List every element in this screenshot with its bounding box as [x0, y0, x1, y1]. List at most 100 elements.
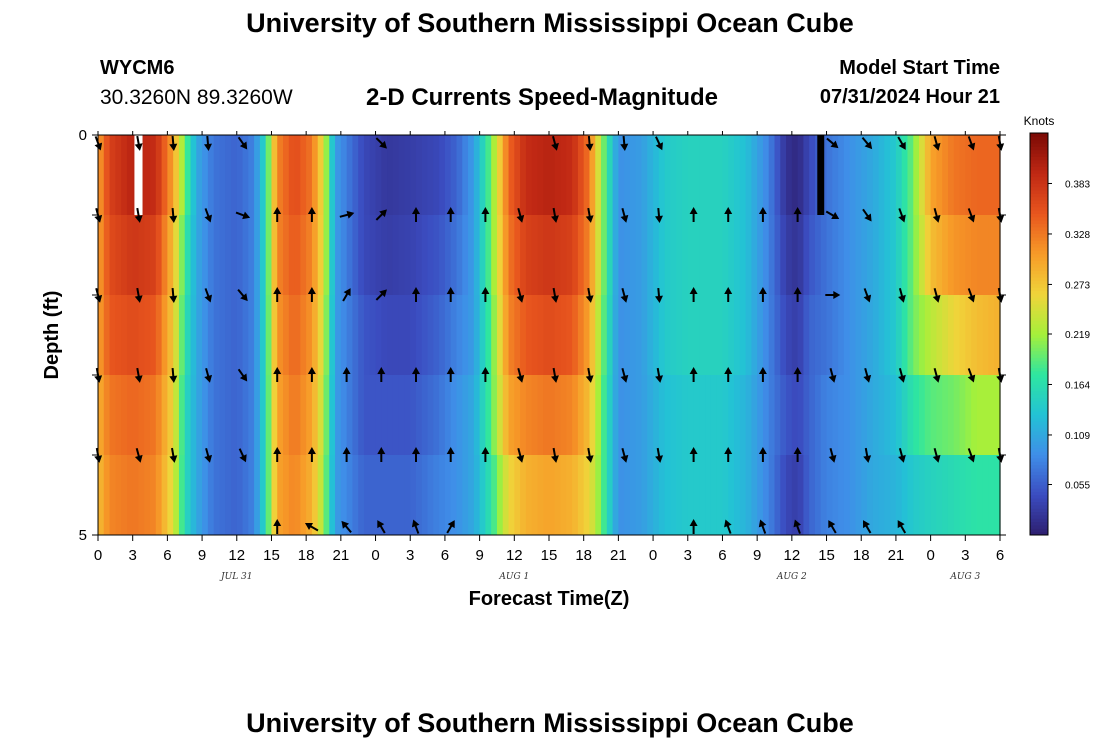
heatmap-cell	[606, 135, 614, 216]
heatmap-cell	[323, 375, 330, 456]
heatmap-cell	[618, 135, 625, 216]
heatmap-cell	[283, 135, 290, 216]
heatmap-cell	[254, 215, 261, 296]
current-arrow	[273, 367, 282, 382]
heatmap-cell	[491, 215, 498, 296]
colorbar-segment	[1030, 531, 1048, 536]
heatmap-cell	[352, 375, 359, 456]
current-arrow	[204, 447, 213, 463]
heatmap-cell	[820, 295, 828, 376]
heatmap-cell	[444, 135, 452, 216]
heatmap-cell	[861, 135, 868, 216]
heatmap-cell	[566, 455, 573, 536]
current-arrow	[758, 367, 767, 382]
arrow-head	[967, 374, 976, 383]
heatmap-cell	[641, 375, 648, 456]
heatmap-cell	[468, 135, 475, 216]
heatmap-cell	[780, 295, 787, 376]
heatmap-cell	[531, 215, 539, 296]
heatmap-cell	[167, 215, 174, 296]
heatmap-cell	[462, 135, 469, 216]
heatmap-cell	[820, 215, 828, 296]
heatmap-cell	[595, 455, 602, 536]
heatmap-cell	[942, 135, 949, 216]
heatmap-cell	[791, 295, 799, 376]
colorbar-segment	[1030, 253, 1048, 258]
heatmap-cell	[144, 215, 151, 296]
current-arrow	[620, 287, 629, 303]
heatmap-cell	[930, 375, 937, 456]
colorbar-segment	[1030, 307, 1048, 312]
heatmap-cell	[884, 455, 891, 536]
arrow-head	[620, 143, 629, 151]
heatmap-cell	[496, 375, 504, 456]
heatmap-cell	[323, 215, 330, 296]
heatmap-cell	[219, 135, 226, 216]
current-arrow	[377, 520, 386, 534]
heatmap-cell	[213, 375, 221, 456]
heatmap-cell	[225, 455, 232, 536]
heatmap-cell	[294, 455, 301, 536]
heatmap-cell	[745, 295, 752, 376]
current-arrow	[204, 208, 213, 223]
heatmap-cell	[433, 295, 440, 376]
heatmap-cell	[317, 375, 325, 456]
colorbar-segment	[1030, 213, 1048, 218]
current-arrow	[412, 207, 420, 222]
heatmap-cell	[202, 215, 209, 296]
heatmap-cell	[577, 135, 585, 216]
heatmap-cell	[751, 455, 758, 536]
heatmap-cell	[514, 135, 521, 216]
heatmap-cell	[965, 135, 972, 216]
heatmap-cell	[259, 295, 267, 376]
heatmap-cell	[878, 295, 885, 376]
colorbar-segment	[1030, 156, 1048, 161]
current-arrow	[825, 291, 841, 299]
heatmap-cell	[872, 455, 880, 536]
heatmap-cell	[161, 215, 168, 296]
heatmap-cell	[589, 455, 596, 536]
heatmap-cell	[693, 295, 700, 376]
heatmap-cell	[716, 455, 724, 536]
heatmap-cell	[878, 455, 885, 536]
heatmap-cell	[404, 455, 411, 536]
heatmap-cell	[98, 215, 105, 296]
current-arrow	[620, 207, 629, 223]
heatmap-cell	[410, 455, 417, 536]
current-arrow	[862, 208, 872, 222]
heatmap-cell	[971, 295, 978, 376]
heatmap-cell	[219, 295, 226, 376]
heatmap-cell	[901, 295, 909, 376]
current-arrow	[689, 367, 698, 382]
arrow-head	[411, 519, 420, 528]
colorbar-segment	[1030, 481, 1048, 486]
heatmap-cell	[832, 375, 839, 456]
current-arrow	[932, 447, 941, 463]
y-tick-label: 0	[79, 127, 87, 144]
heatmap-cell	[965, 455, 972, 536]
chart-subtitle: 2-D Currents Speed-Magnitude	[366, 84, 719, 111]
heatmap-cell	[705, 375, 712, 456]
current-arrow	[689, 447, 698, 462]
heatmap-cell	[103, 375, 111, 456]
colorbar-segment	[1030, 260, 1048, 265]
heatmap-cell	[664, 375, 672, 456]
heatmap-cell	[462, 375, 469, 456]
arrow-head	[585, 295, 594, 303]
heatmap-cell	[190, 215, 197, 296]
heatmap-cell	[525, 295, 533, 376]
arrow-head	[134, 454, 143, 463]
heatmap-cell	[433, 455, 440, 536]
heatmap-cell	[306, 375, 313, 456]
heatmap-cell	[254, 135, 261, 216]
current-arrow	[967, 288, 976, 303]
heatmap-cell	[225, 215, 232, 296]
arrow-head	[342, 367, 351, 374]
heatmap-cell	[311, 215, 319, 296]
current-arrow	[897, 136, 906, 150]
colorbar-segment	[1030, 210, 1048, 214]
arrow-head	[793, 519, 802, 528]
current-arrow	[342, 447, 351, 462]
heatmap-cell	[560, 135, 567, 216]
current-arrow	[237, 288, 248, 302]
